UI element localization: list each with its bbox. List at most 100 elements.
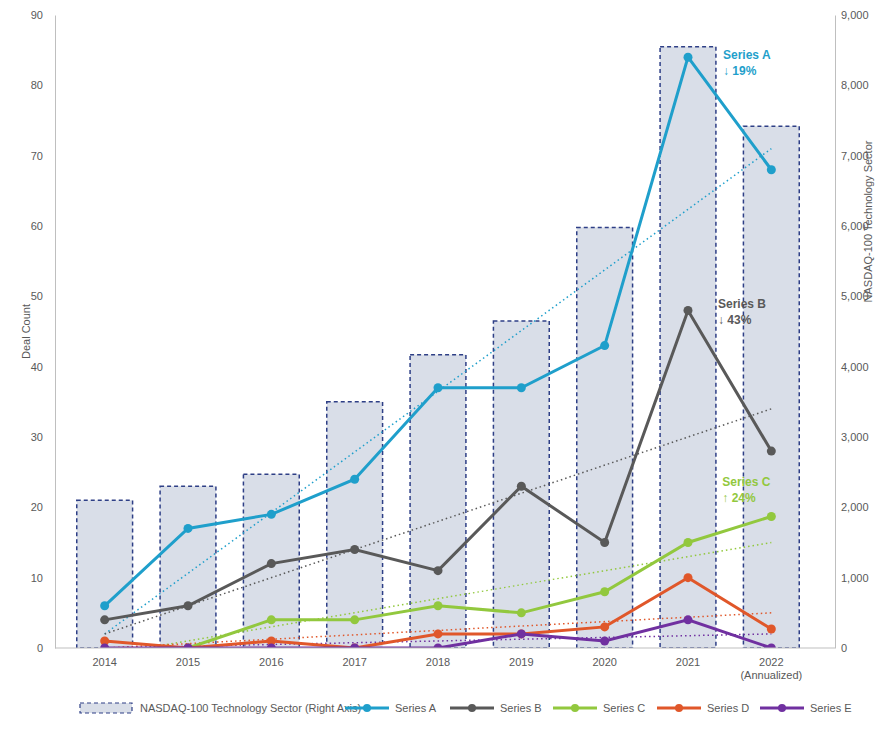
series-line: [188, 516, 771, 648]
bar: [160, 486, 216, 648]
legend-label: Series B: [500, 702, 542, 714]
tick-label: 1,000: [841, 572, 869, 584]
marker: [434, 601, 443, 610]
series-line: [105, 57, 772, 606]
tick: 90: [31, 9, 55, 21]
markers: [100, 573, 776, 648]
bar: [577, 227, 633, 648]
marker: [517, 629, 526, 638]
tick: 0: [835, 642, 847, 654]
legend-item: Series C: [553, 702, 645, 714]
legend-marker: [363, 704, 371, 712]
tick-label: 10: [31, 572, 43, 584]
x-axis: 201420152016201720182019202020212022(Ann…: [55, 648, 835, 681]
tick: 1,000: [835, 572, 869, 584]
marker: [434, 383, 443, 392]
plot-area: [77, 47, 800, 648]
legend-label: Series D: [707, 702, 749, 714]
marker: [767, 165, 776, 174]
trend-line: [105, 149, 772, 634]
tick: 30: [31, 431, 55, 443]
tick-label: 2015: [176, 656, 200, 668]
tick-label: 40: [31, 361, 43, 373]
axis-line: [835, 16, 836, 649]
marker: [267, 559, 276, 568]
markers: [184, 512, 776, 648]
legend-label: NASDAQ-100 Technology Sector (Right Axis…: [140, 702, 361, 714]
marker: [350, 644, 359, 649]
marker: [350, 644, 359, 649]
marker: [350, 475, 359, 484]
legend-marker: [778, 704, 786, 712]
marker: [184, 601, 193, 610]
marker: [267, 615, 276, 624]
marker: [517, 608, 526, 617]
legend-label: Series C: [603, 702, 645, 714]
legend: NASDAQ-100 Technology Sector (Right Axis…: [80, 702, 852, 714]
series-line: [105, 578, 772, 648]
legend-marker: [675, 704, 683, 712]
markers: [100, 306, 776, 624]
marker: [184, 644, 193, 649]
bar: [660, 47, 716, 648]
annotation-text: ↑ 24%: [722, 491, 756, 505]
marker: [184, 524, 193, 533]
axis-line: [55, 648, 835, 649]
marker: [767, 625, 776, 634]
y2-axis: 01,0002,0003,0004,0005,0006,0007,0008,00…: [835, 9, 869, 654]
annotation: Series C↑ 24%: [722, 475, 770, 505]
trend-line: [105, 543, 772, 649]
bar: [327, 402, 383, 648]
tick: 20: [31, 501, 55, 513]
tick: 40: [31, 361, 55, 373]
tick-label: 20: [31, 501, 43, 513]
marker: [267, 510, 276, 519]
bar: [493, 321, 549, 648]
tick-label: 2018: [426, 656, 450, 668]
annotation-text: ↓ 43%: [718, 313, 752, 327]
marker: [350, 545, 359, 554]
tick: 10: [31, 572, 55, 584]
legend-label: Series E: [810, 702, 852, 714]
marker: [767, 447, 776, 456]
marker: [267, 644, 276, 649]
legend-item: Series D: [657, 702, 749, 714]
tick: 2022(Annualized): [740, 648, 802, 681]
marker: [434, 644, 443, 649]
tick-label: 2022(Annualized): [740, 656, 802, 681]
tick: 2021: [676, 648, 700, 668]
legend-marker: [571, 704, 579, 712]
tick-label: 4,000: [841, 361, 869, 373]
tick-label: 80: [31, 79, 43, 91]
axis-line: [55, 16, 56, 649]
tick-label: 2021: [676, 656, 700, 668]
bar-series: [77, 47, 800, 648]
legend-item: NASDAQ-100 Technology Sector (Right Axis…: [80, 702, 361, 714]
tick-label: 0: [37, 642, 43, 654]
marker: [517, 629, 526, 638]
legend-marker: [468, 704, 476, 712]
annotation: Series B↓ 43%: [718, 297, 766, 327]
marker: [100, 644, 109, 649]
tick: 2016: [259, 648, 283, 668]
marker: [684, 53, 693, 62]
y2-axis-title: NASDAQ-100 Technology Sector: [862, 140, 874, 302]
legend-label: Series A: [395, 702, 437, 714]
marker: [600, 636, 609, 645]
marker: [434, 566, 443, 575]
annotation-text: ↓ 19%: [723, 64, 757, 78]
tick: 0: [37, 642, 55, 654]
tick-label: 2017: [342, 656, 366, 668]
bar: [743, 126, 799, 648]
legend-item: Series A: [345, 702, 437, 714]
tick-label: 2020: [592, 656, 616, 668]
annotation-series: Series A: [723, 48, 771, 62]
marker: [767, 512, 776, 521]
series-line: [105, 310, 772, 619]
marker: [100, 615, 109, 624]
markers: [100, 615, 776, 648]
tick-label: 30: [31, 431, 43, 443]
y-axis: 0102030405060708090: [31, 9, 56, 654]
tick-label: 3,000: [841, 431, 869, 443]
bar: [410, 355, 466, 648]
